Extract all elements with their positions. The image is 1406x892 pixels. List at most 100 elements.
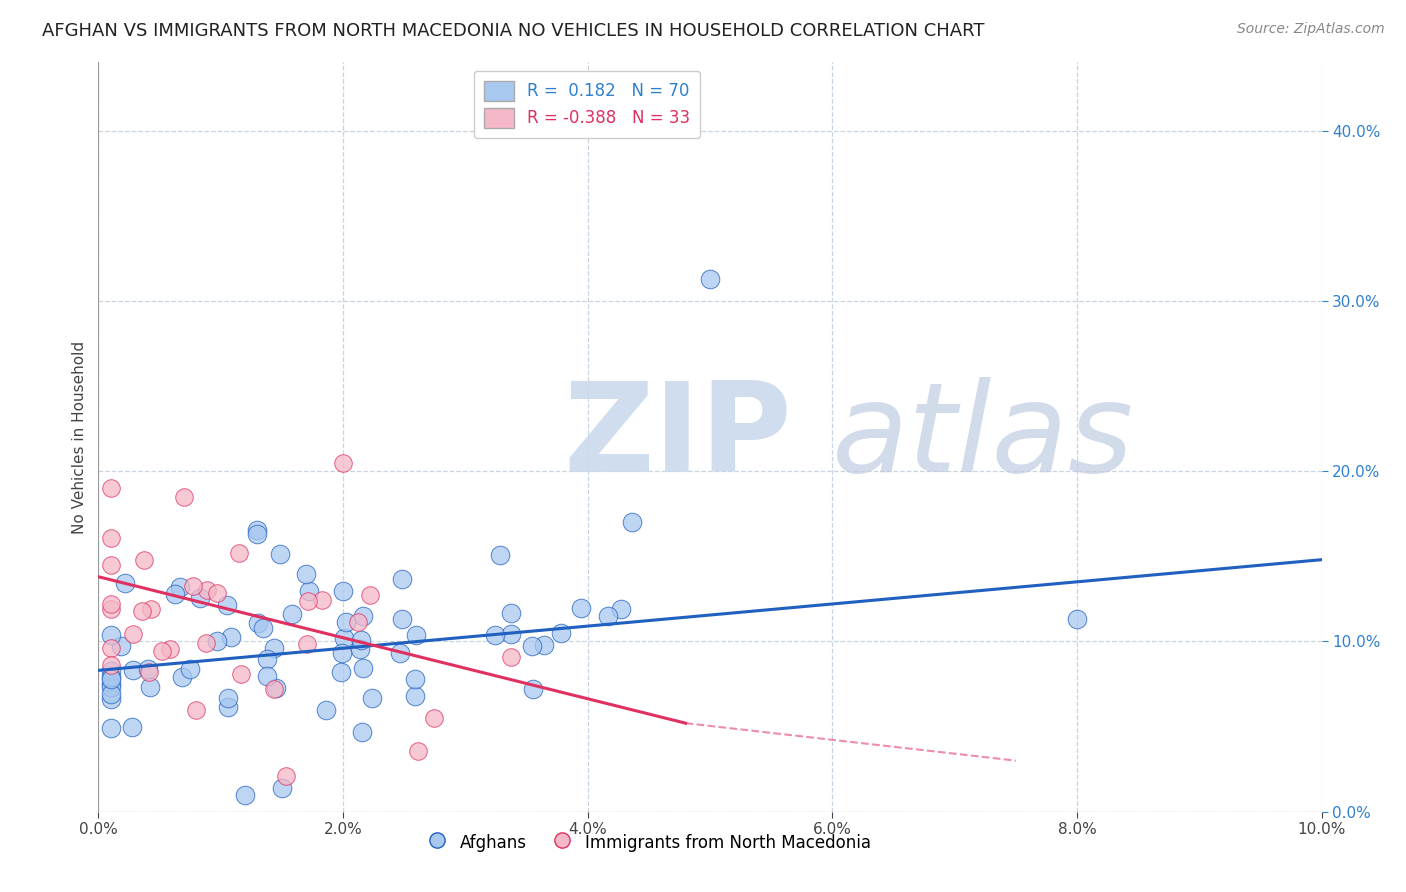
Point: [352, 660, 374, 674]
Point: [346, 615, 368, 629]
Point: [100, 601, 122, 615]
Point: [621, 515, 644, 529]
Point: [228, 546, 250, 560]
Point: [138, 665, 160, 679]
Point: [520, 639, 543, 653]
Point: [100, 640, 122, 655]
Text: ZIP: ZIP: [564, 376, 792, 498]
Point: [100, 670, 122, 684]
Point: [404, 690, 426, 704]
Text: AFGHAN VS IMMIGRANTS FROM NORTH MACEDONIA NO VEHICLES IN HOUSEHOLD CORRELATION C: AFGHAN VS IMMIGRANTS FROM NORTH MACEDONI…: [42, 22, 984, 40]
Point: [131, 603, 153, 617]
Point: [252, 621, 274, 635]
Point: [276, 768, 298, 782]
Point: [100, 598, 122, 612]
Point: [159, 642, 181, 657]
Point: [269, 547, 291, 561]
Point: [263, 640, 285, 655]
Point: [169, 580, 191, 594]
Point: [218, 699, 240, 714]
Point: [270, 780, 292, 795]
Point: [335, 615, 357, 629]
Point: [484, 628, 506, 642]
Point: [359, 588, 381, 602]
Point: [100, 672, 122, 686]
Point: [246, 615, 269, 630]
Point: [263, 681, 285, 696]
Point: [100, 558, 122, 573]
Point: [330, 665, 353, 679]
Point: [150, 643, 173, 657]
Point: [256, 669, 278, 683]
Text: atlas: atlas: [832, 376, 1135, 498]
Point: [281, 607, 304, 621]
Point: [179, 662, 201, 676]
Point: [256, 652, 278, 666]
Point: [122, 627, 145, 641]
Point: [388, 647, 411, 661]
Point: [100, 687, 122, 701]
Legend: Afghans, Immigrants from North Macedonia: Afghans, Immigrants from North Macedonia: [420, 826, 877, 860]
Point: [139, 681, 162, 695]
Point: [188, 591, 211, 606]
Point: [100, 627, 122, 641]
Point: [332, 583, 354, 598]
Point: [501, 650, 523, 665]
Point: [352, 609, 374, 624]
Point: [1066, 612, 1088, 626]
Point: [404, 672, 426, 686]
Point: [550, 625, 572, 640]
Point: [596, 608, 619, 623]
Point: [333, 631, 356, 645]
Y-axis label: No Vehicles in Household: No Vehicles in Household: [72, 341, 87, 533]
Point: [122, 663, 145, 677]
Point: [100, 680, 122, 694]
Point: [571, 600, 593, 615]
Point: [181, 579, 204, 593]
Point: [610, 602, 633, 616]
Point: [423, 711, 446, 725]
Point: [132, 553, 155, 567]
Point: [100, 677, 122, 691]
Point: [121, 720, 143, 734]
Point: [391, 612, 413, 626]
Point: [295, 637, 318, 651]
Point: [195, 582, 218, 597]
Point: [186, 703, 208, 717]
Point: [501, 606, 523, 620]
Point: [207, 585, 229, 599]
Point: [330, 646, 353, 660]
Point: [246, 527, 269, 541]
Point: [405, 628, 427, 642]
Point: [163, 587, 186, 601]
Point: [360, 691, 382, 706]
Text: Source: ZipAtlas.com: Source: ZipAtlas.com: [1237, 22, 1385, 37]
Point: [100, 722, 122, 736]
Point: [231, 667, 253, 681]
Point: [100, 531, 122, 545]
Point: [215, 598, 238, 612]
Point: [136, 662, 159, 676]
Point: [297, 594, 319, 608]
Point: [114, 575, 136, 590]
Point: [350, 725, 373, 739]
Point: [311, 592, 333, 607]
Point: [295, 567, 318, 582]
Point: [100, 664, 122, 678]
Point: [100, 658, 122, 673]
Point: [100, 692, 122, 706]
Point: [488, 548, 510, 562]
Point: [110, 640, 132, 654]
Point: [522, 682, 544, 697]
Point: [298, 584, 321, 599]
Point: [173, 490, 195, 504]
Point: [349, 641, 371, 656]
Point: [246, 523, 269, 537]
Point: [391, 572, 413, 586]
Point: [499, 626, 522, 640]
Point: [699, 271, 721, 285]
Point: [170, 670, 193, 684]
Point: [100, 481, 122, 495]
Point: [233, 789, 256, 803]
Point: [350, 633, 373, 648]
